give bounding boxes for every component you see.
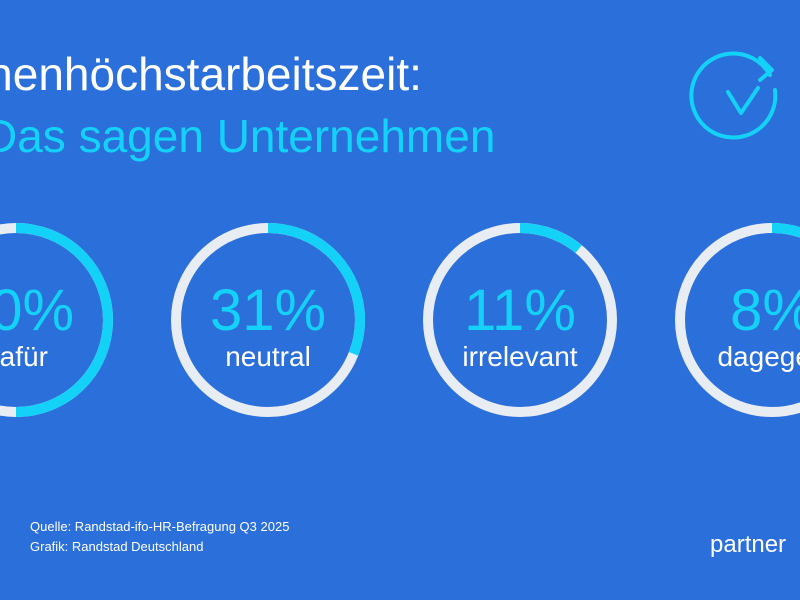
source: Quelle: Randstad-ifo-HR-Befragung Q3 202… — [30, 519, 289, 534]
category-label: neutral — [225, 341, 311, 372]
value-label: 50% — [0, 278, 74, 343]
value-label: 8% — [730, 278, 800, 343]
value-label: 11% — [464, 278, 576, 343]
brand: partner — [710, 531, 786, 558]
category-label: dafür — [0, 341, 48, 372]
gauge-arc — [15, 223, 113, 417]
gauge-arc — [267, 223, 365, 356]
title: Wochenhöchstarbeitszeit: — [0, 48, 422, 100]
credit: Grafik: Randstad Deutschland — [30, 539, 203, 554]
category-label: dagegen — [717, 341, 800, 372]
gauge-arc — [519, 223, 582, 254]
gauge-arc — [771, 223, 800, 238]
subtitle: Das sagen Unternehmen — [0, 110, 495, 162]
clock-icon — [689, 51, 778, 140]
value-label: 31% — [210, 278, 326, 343]
category-label: irrelevant — [462, 341, 577, 372]
